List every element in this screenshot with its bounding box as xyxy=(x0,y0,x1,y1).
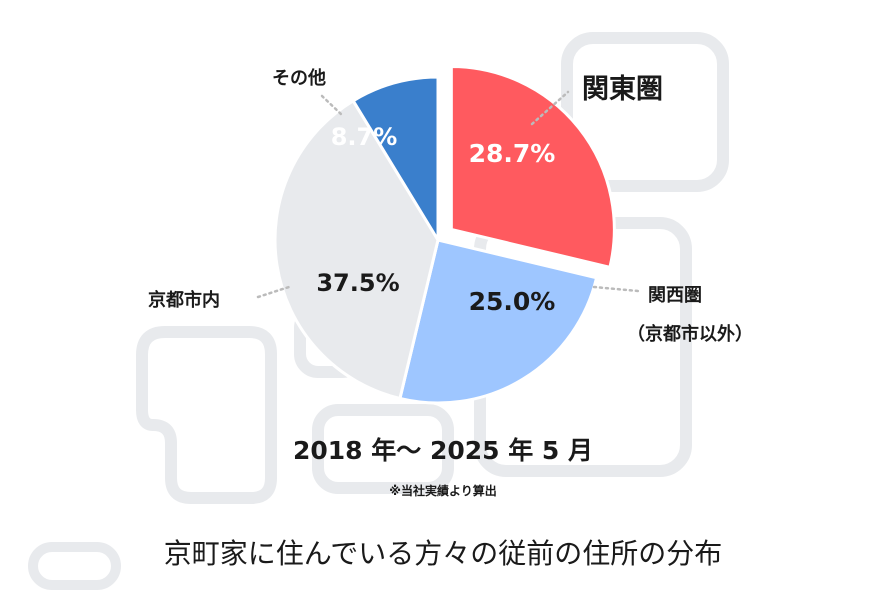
leader-lines xyxy=(256,90,640,299)
slice-value-kanto: 28.7% xyxy=(469,139,556,168)
slice-name-other: その他 xyxy=(272,67,326,89)
slice-name-kansai: 関西圏 xyxy=(648,285,702,306)
chart-title: 京町家に住んでいる方々の従前の住所の分布 xyxy=(164,537,723,570)
bg-square-top-right xyxy=(561,32,729,192)
period-label: 2018 年〜 2025 年 5 月 xyxy=(293,436,593,465)
leader-other xyxy=(320,94,344,117)
bg-shape-left xyxy=(136,326,277,504)
slice-value-kansai: 25.0% xyxy=(469,287,556,316)
pie-slice-kanto xyxy=(449,64,616,269)
slice-value-other: 8.7% xyxy=(331,123,398,151)
pie-slices xyxy=(273,64,616,405)
pie-labels: 28.7% 25.0% 37.5% 8.7% 関東圏 関西圏 （京都市以外） 京… xyxy=(148,67,753,345)
slice-name-kanto: 関東圏 xyxy=(582,74,663,105)
slice-name-kansai-sub: （京都市以外） xyxy=(627,323,753,345)
slice-value-kyoto-city: 37.5% xyxy=(316,269,399,297)
source-note: ※当社実績より算出 xyxy=(389,483,496,498)
slice-name-kyoto-city: 京都市内 xyxy=(148,289,220,311)
leader-kansai xyxy=(592,285,640,293)
bg-pill-bottom-left xyxy=(28,542,121,590)
pie-slice-kansai xyxy=(398,238,599,405)
bg-rect-small-center xyxy=(312,404,454,494)
pie-slice-other xyxy=(351,75,440,242)
leader-kanto xyxy=(530,90,570,126)
leader-kyoto-city xyxy=(256,284,294,299)
